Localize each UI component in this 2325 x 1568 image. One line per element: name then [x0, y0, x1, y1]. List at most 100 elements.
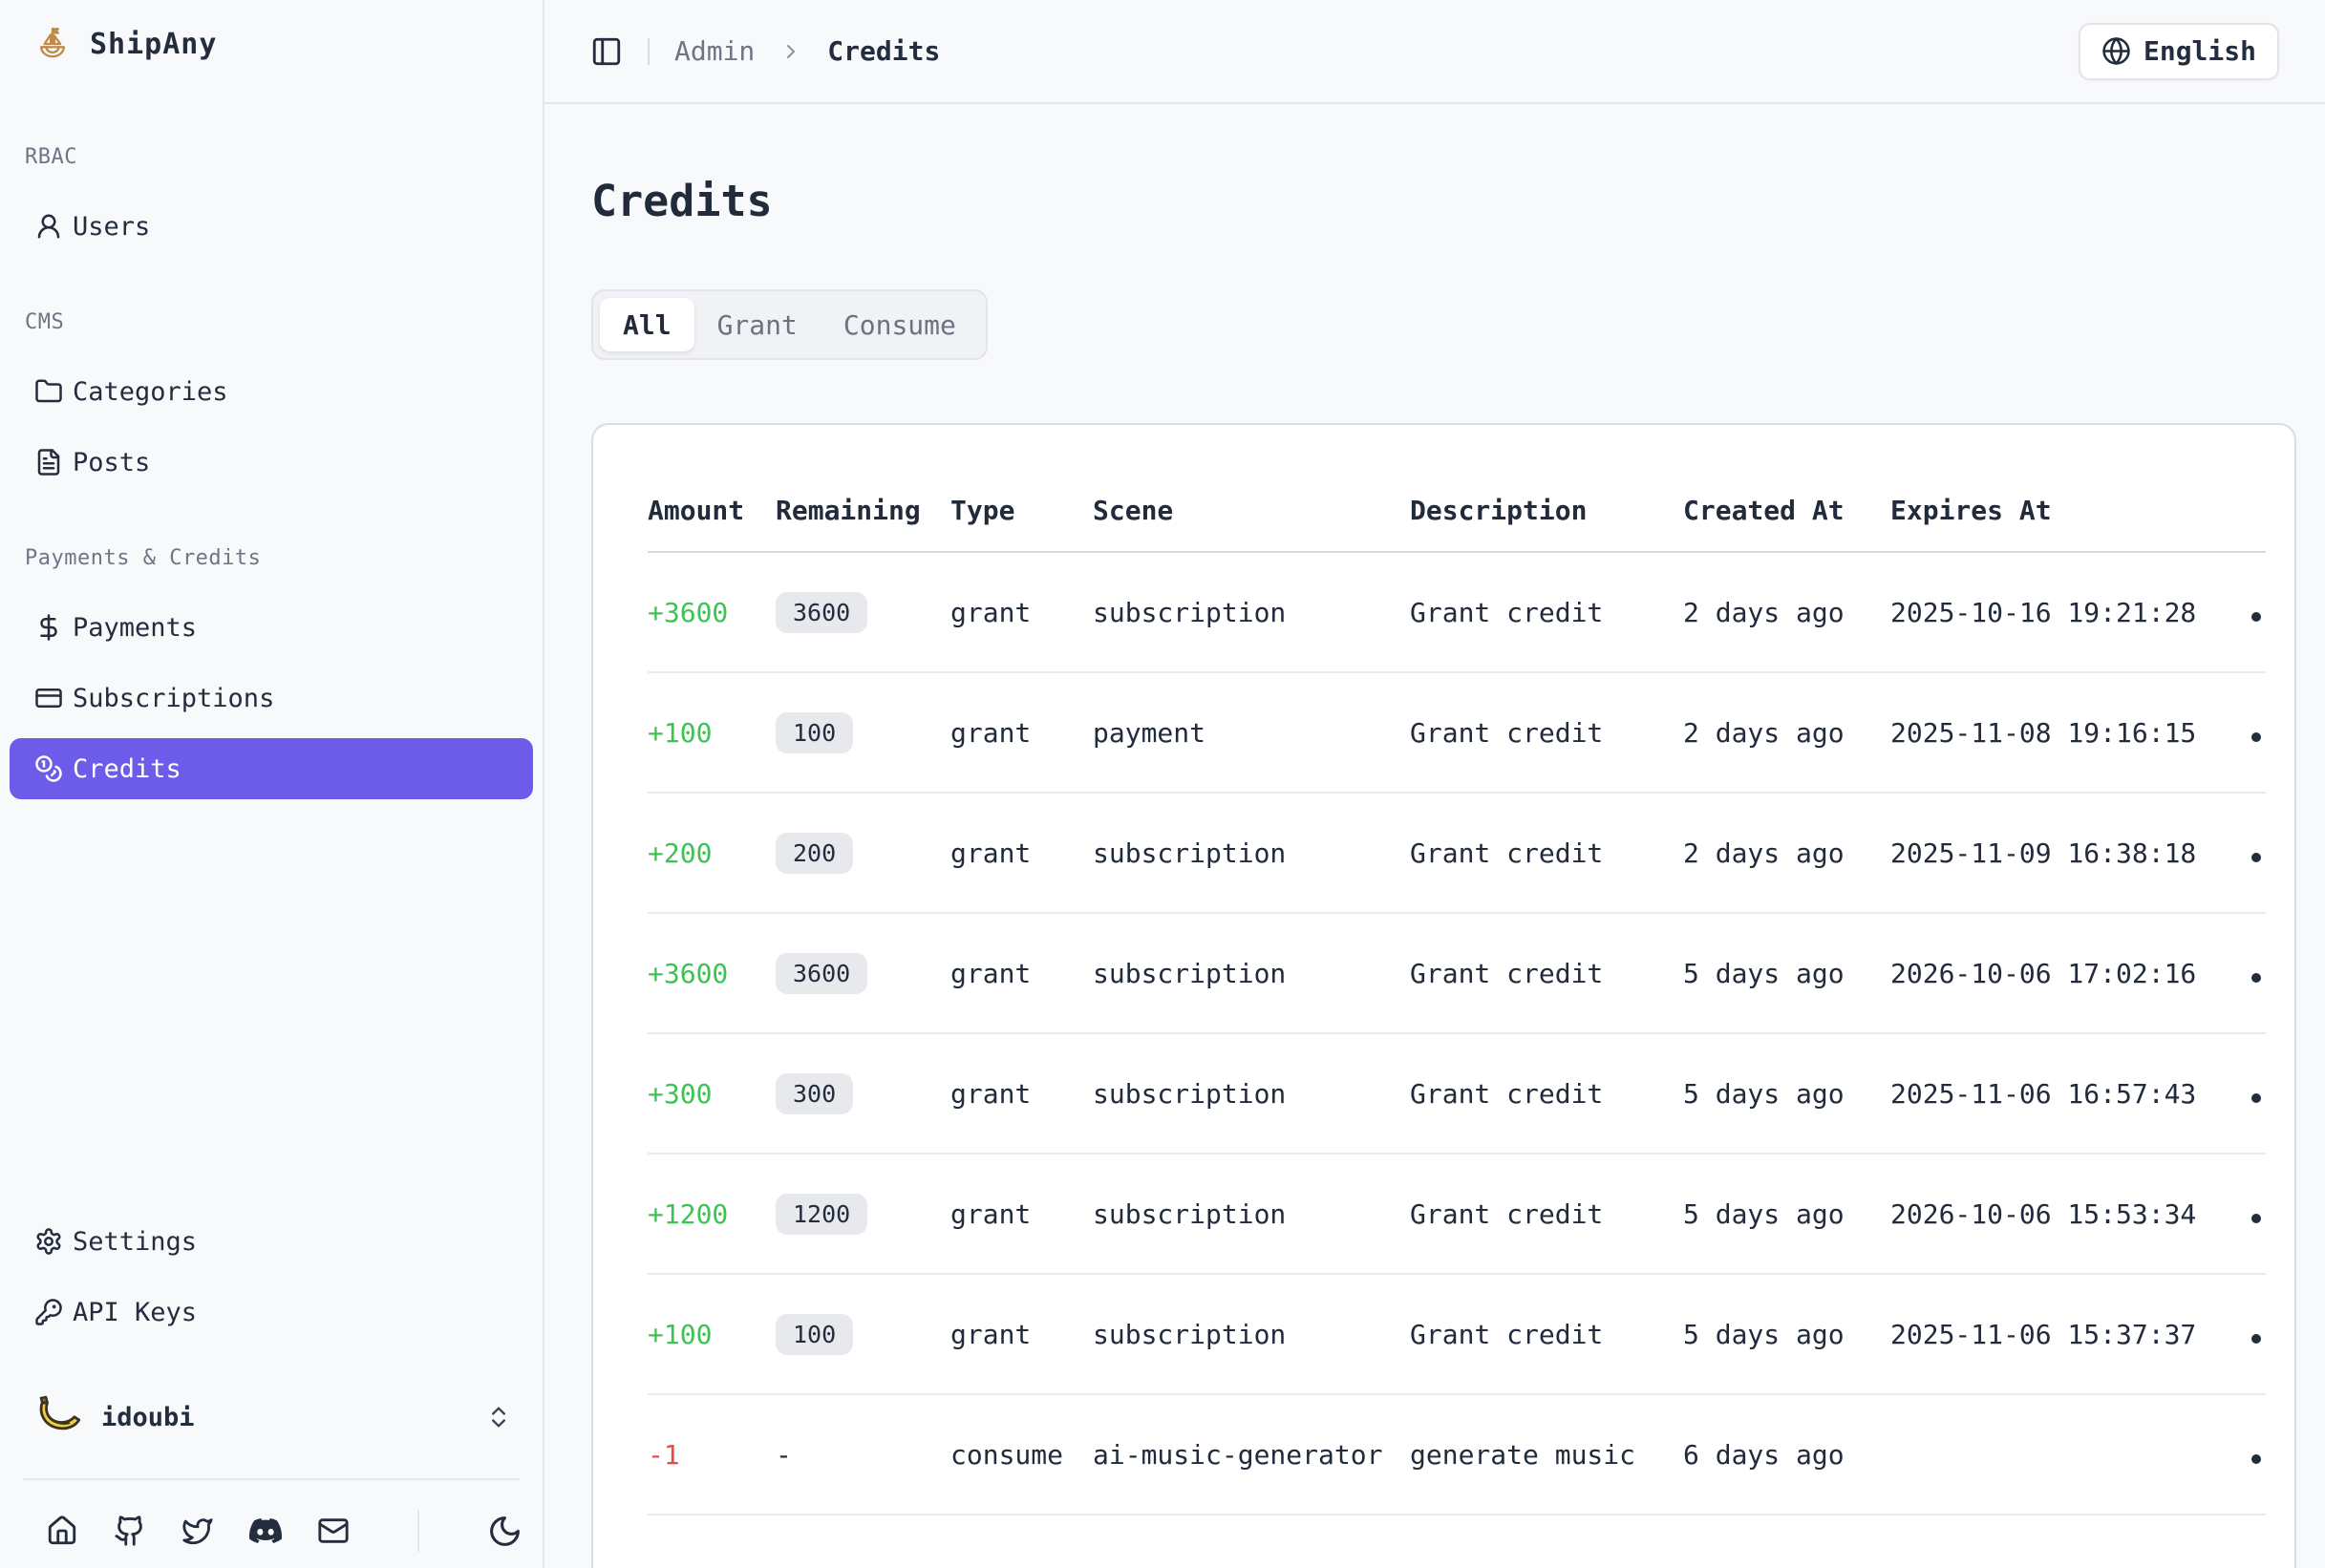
row-menu-dot[interactable]	[2250, 1453, 2261, 1464]
column-header-description: Description	[1410, 469, 1683, 553]
type-cell: grant	[950, 672, 1093, 794]
row-action-cell	[2246, 552, 2266, 673]
remaining-cell: -	[776, 1394, 950, 1515]
created-at-cell: 5 days ago	[1683, 1154, 1890, 1275]
sidebar-footer: Settings API Keys idoubi	[10, 1211, 533, 1555]
expires-at-cell: 2025-11-06 16:57:43	[1890, 1033, 2246, 1155]
sidebar-item-categories[interactable]: Categories	[10, 361, 533, 422]
remaining-value: -	[776, 1438, 792, 1471]
row-menu-dot[interactable]	[2250, 852, 2261, 862]
expires-at-cell: 2026-10-06 15:53:34	[1890, 1154, 2246, 1275]
twitter-link[interactable]	[181, 1515, 214, 1547]
row-menu-dot[interactable]	[2250, 731, 2261, 742]
credits-table: Amount Remaining Type Scene Description Creat…	[648, 469, 2266, 1515]
coins-icon	[34, 754, 63, 783]
folder-icon	[34, 377, 63, 406]
type-filter-tabs: All Grant Consume	[591, 289, 988, 360]
sidebar-item-label: Users	[73, 211, 151, 242]
type-cell: grant	[950, 552, 1093, 673]
scene-cell: subscription	[1093, 913, 1410, 1034]
scene-cell: subscription	[1093, 1033, 1410, 1155]
sidebar-item-api-keys[interactable]: API Keys	[10, 1282, 533, 1343]
sidebar: ShipAny RBAC Users CMS Categories Posts Payme…	[0, 0, 544, 1568]
sidebar-toggle-button[interactable]	[590, 35, 623, 68]
remaining-cell: 3600	[776, 913, 950, 1034]
row-menu-dot[interactable]	[2250, 972, 2261, 983]
theme-toggle[interactable]	[487, 1514, 523, 1549]
discord-link[interactable]	[249, 1515, 282, 1547]
page-content: Credits All Grant Consume Amount Remainin…	[544, 104, 2325, 1568]
remaining-cell: 3600	[776, 552, 950, 673]
globe-icon	[2101, 36, 2131, 66]
main-area: Admin Credits English Credits All Grant …	[544, 0, 2325, 1568]
banana-avatar	[31, 1390, 84, 1444]
mail-icon	[317, 1515, 350, 1547]
scene-cell: subscription	[1093, 1274, 1410, 1395]
scene-cell: subscription	[1093, 1154, 1410, 1275]
sidebar-item-label: Posts	[73, 447, 151, 477]
column-header-created-at: Created At	[1683, 469, 1890, 553]
column-header-type: Type	[950, 469, 1093, 553]
brand[interactable]: ShipAny	[10, 0, 533, 88]
row-menu-dot[interactable]	[2250, 1092, 2261, 1103]
table-row: +3600 3600 grant subscription Grant credit 2 …	[648, 552, 2266, 673]
description-cell: Grant credit	[1410, 1033, 1683, 1155]
sidebar-item-settings[interactable]: Settings	[10, 1211, 533, 1272]
file-icon	[34, 448, 63, 477]
language-button[interactable]: English	[2078, 22, 2279, 80]
mail-link[interactable]	[317, 1515, 350, 1547]
sidebar-item-label: Settings	[73, 1226, 198, 1257]
row-menu-dot[interactable]	[2250, 611, 2261, 622]
home-link[interactable]	[46, 1515, 78, 1547]
description-cell: Grant credit	[1410, 1154, 1683, 1275]
tab-consume[interactable]: Consume	[821, 298, 979, 351]
moon-icon	[487, 1514, 523, 1549]
user-name: idoubi	[101, 1402, 195, 1432]
remaining-badge: 300	[776, 1072, 854, 1114]
sidebar-item-credits[interactable]: Credits	[10, 738, 533, 799]
description-cell: Grant credit	[1410, 793, 1683, 914]
tab-all[interactable]: All	[600, 298, 694, 351]
amount-cell: +100	[648, 672, 776, 794]
section-label-payments-credits: Payments & Credits	[25, 546, 262, 570]
dollar-icon	[34, 613, 63, 642]
sidebar-item-label: Credits	[73, 753, 181, 784]
sidebar-item-posts[interactable]: Posts	[10, 432, 533, 493]
tab-grant[interactable]: Grant	[694, 298, 821, 351]
table-row: +200 200 grant subscription Grant credit 2 da…	[648, 793, 2266, 914]
breadcrumb-admin[interactable]: Admin	[674, 35, 756, 67]
github-link[interactable]	[114, 1515, 146, 1547]
row-menu-dot[interactable]	[2250, 1333, 2261, 1344]
remaining-badge: 1200	[776, 1193, 868, 1235]
user-menu[interactable]: idoubi	[10, 1387, 533, 1448]
row-action-cell	[2246, 1274, 2266, 1395]
scene-cell: subscription	[1093, 552, 1410, 673]
amount-cell: +3600	[648, 913, 776, 1034]
expires-at-cell: 2025-11-09 16:38:18	[1890, 793, 2246, 914]
remaining-cell: 200	[776, 793, 950, 914]
twitter-icon	[181, 1515, 214, 1547]
created-at-cell: 5 days ago	[1683, 1274, 1890, 1395]
header-divider	[648, 37, 650, 65]
description-cell: generate music	[1410, 1394, 1683, 1515]
sidebar-item-payments[interactable]: Payments	[10, 597, 533, 658]
section-label-cms: CMS	[25, 310, 65, 334]
created-at-cell: 2 days ago	[1683, 793, 1890, 914]
row-menu-dot[interactable]	[2250, 1213, 2261, 1223]
expires-at-cell	[1890, 1394, 2246, 1515]
sidebar-item-users[interactable]: Users	[10, 196, 533, 257]
table-row: +100 100 grant subscription Grant credit 5 da…	[648, 1274, 2266, 1395]
table-row: +300 300 grant subscription Grant credit 5 da…	[648, 1033, 2266, 1155]
type-cell: consume	[950, 1394, 1093, 1515]
remaining-badge: 100	[776, 1313, 854, 1355]
remaining-cell: 100	[776, 1274, 950, 1395]
sidebar-item-label: Categories	[73, 376, 228, 407]
section-label-rbac: RBAC	[25, 145, 77, 169]
user-icon	[34, 212, 63, 241]
created-at-cell: 6 days ago	[1683, 1394, 1890, 1515]
amount-cell: +300	[648, 1033, 776, 1155]
panel-left-icon	[590, 35, 623, 68]
sidebar-item-subscriptions[interactable]: Subscriptions	[10, 667, 533, 729]
credits-table-card: Amount Remaining Type Scene Description Creat…	[591, 423, 2296, 1568]
social-divider	[417, 1510, 419, 1552]
